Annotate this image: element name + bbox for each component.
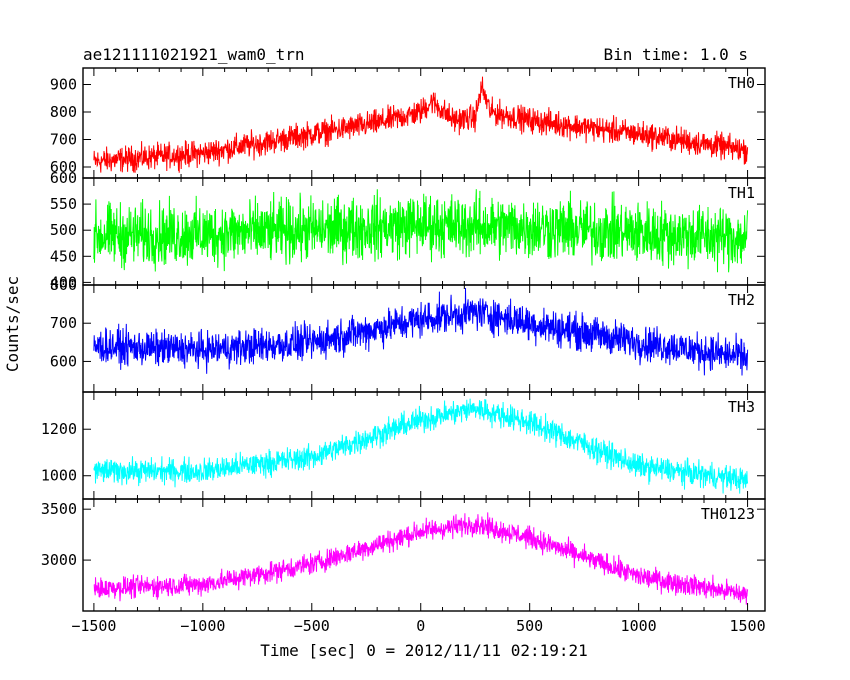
y-tick-label: 700 bbox=[50, 314, 77, 332]
series-th0123 bbox=[93, 512, 749, 605]
x-tick-label: 0 bbox=[416, 617, 425, 635]
x-tick-label: 1000 bbox=[621, 617, 657, 635]
y-tick-label: 800 bbox=[50, 103, 77, 121]
panel-frame bbox=[82, 391, 766, 500]
panel-label-th3: TH3 bbox=[728, 398, 755, 416]
y-tick-label: 3500 bbox=[41, 500, 77, 518]
panel-label-th0: TH0 bbox=[728, 74, 755, 92]
x-tick-label: −500 bbox=[294, 617, 330, 635]
y-tick-label: 800 bbox=[50, 276, 77, 294]
x-tick-label: 1500 bbox=[730, 617, 766, 635]
bin-time-label: Bin time: 1.0 s bbox=[604, 45, 749, 64]
y-tick-label: 700 bbox=[50, 131, 77, 149]
y-axis-label: Counts/sec bbox=[3, 276, 22, 372]
y-tick-label: 500 bbox=[50, 221, 77, 239]
panel-frame bbox=[82, 498, 766, 612]
y-tick-label: 1200 bbox=[41, 420, 77, 438]
y-tick-label: 550 bbox=[50, 195, 77, 213]
x-axis-label: Time [sec] 0 = 2012/11/11 02:19:21 bbox=[260, 641, 588, 660]
y-tick-label: 600 bbox=[50, 352, 77, 370]
series-th3 bbox=[93, 398, 749, 494]
x-tick-label: −1500 bbox=[71, 617, 116, 635]
chart-title: ae121111021921_wam0_trn bbox=[83, 45, 305, 64]
y-tick-label: 1000 bbox=[41, 467, 77, 485]
series-th0 bbox=[93, 76, 749, 173]
y-tick-label: 900 bbox=[50, 76, 77, 94]
panel-label-th1: TH1 bbox=[728, 184, 755, 202]
x-tick-label: 500 bbox=[516, 617, 543, 635]
x-tick-label: −1000 bbox=[180, 617, 225, 635]
y-tick-label: 600 bbox=[50, 158, 77, 176]
panel-label-th2: TH2 bbox=[728, 291, 755, 309]
y-tick-label: 600 bbox=[50, 169, 77, 187]
panel-label-th0123: TH0123 bbox=[701, 505, 755, 523]
y-tick-label: 400 bbox=[50, 273, 77, 291]
y-tick-label: 3000 bbox=[41, 551, 77, 569]
series-th1 bbox=[93, 189, 749, 273]
y-tick-label: 450 bbox=[50, 247, 77, 265]
series-th2 bbox=[93, 287, 749, 376]
